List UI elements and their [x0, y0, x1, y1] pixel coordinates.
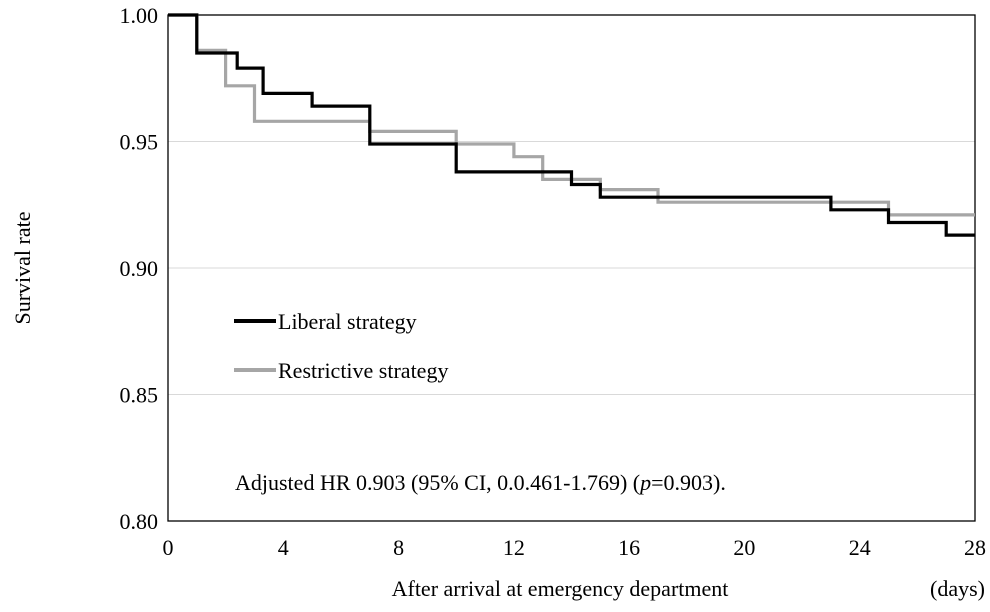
plot-frame — [167, 14, 976, 522]
annotation-p-symbol: p — [638, 470, 651, 495]
series-line-liberal — [168, 13, 975, 237]
legend: Liberal strategy Restrictive strategy — [234, 309, 448, 383]
x-tick-labels: 0 4 8 12 16 20 24 28 — [163, 535, 987, 560]
y-tick-label: 0.90 — [120, 256, 159, 281]
x-tick-label: 4 — [278, 535, 289, 560]
x-tick-label: 16 — [618, 535, 640, 560]
y-tick-label: 0.85 — [120, 383, 159, 408]
y-tick-label: 1.00 — [120, 3, 159, 28]
x-tick-label: 24 — [849, 535, 871, 560]
x-axis-title: After arrival at emergency department — [392, 576, 729, 601]
y-tick-labels: 0.80 0.85 0.90 0.95 1.00 — [120, 3, 159, 534]
x-tick-label: 28 — [964, 535, 986, 560]
x-axis-unit: (days) — [930, 576, 985, 601]
series-lines — [168, 13, 975, 237]
legend-label-liberal: Liberal strategy — [278, 309, 417, 334]
legend-label-restrictive: Restrictive strategy — [278, 358, 448, 383]
grid-lines — [168, 141, 975, 395]
annotation-suffix: =0.903). — [651, 470, 726, 495]
y-tick-label: 0.95 — [120, 130, 159, 155]
y-axis-title: Survival rate — [10, 211, 35, 324]
hazard-ratio-annotation: Adjusted HR 0.903 (95% CI, 0.0.461-1.769… — [235, 470, 726, 495]
x-tick-label: 20 — [733, 535, 755, 560]
x-tick-label: 0 — [163, 535, 174, 560]
y-tick-label: 0.80 — [120, 509, 159, 534]
annotation-prefix: Adjusted HR 0.903 (95% CI, 0.0.461-1.769… — [235, 470, 640, 495]
x-tick-label: 8 — [393, 535, 404, 560]
x-tick-label: 12 — [503, 535, 525, 560]
